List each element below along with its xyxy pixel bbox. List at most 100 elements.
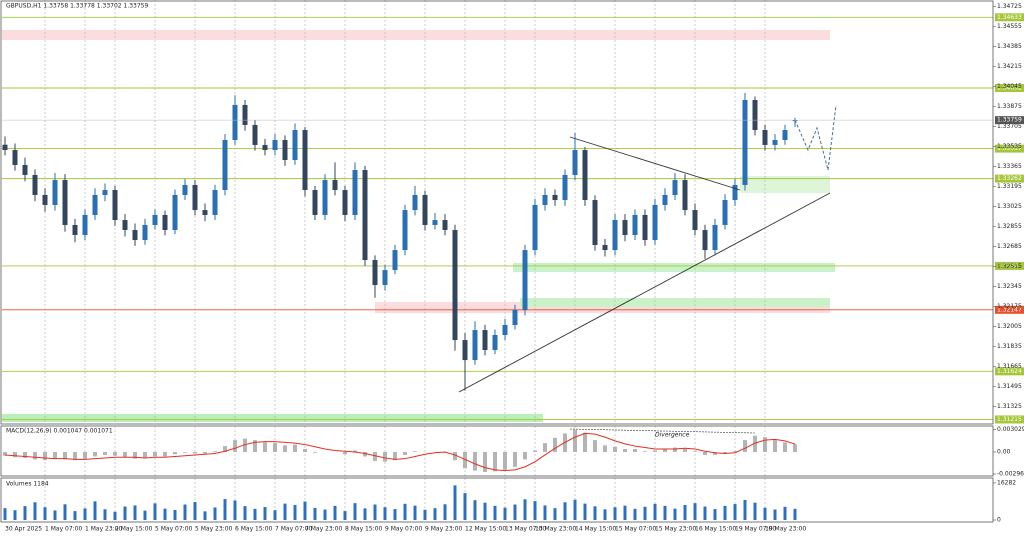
macd-bar xyxy=(263,442,267,452)
level-tag xyxy=(995,261,1024,270)
candle-body xyxy=(512,310,518,325)
volume-bar xyxy=(243,506,247,520)
candle-body xyxy=(522,250,528,311)
volume-bar xyxy=(153,503,157,520)
candle-body xyxy=(122,220,128,231)
level-label: 1.32147 xyxy=(997,306,1022,313)
candle-body xyxy=(82,214,88,235)
volume-bar xyxy=(253,508,257,520)
y-tick-label: 1.33025 xyxy=(997,203,1022,210)
candle-body xyxy=(442,220,448,231)
y-tick-label: 1.34385 xyxy=(997,43,1022,50)
x-tick-label: 19 May 23:00 xyxy=(765,526,806,533)
y-tick-label: 1.32855 xyxy=(997,223,1022,230)
candle-body xyxy=(192,184,198,211)
volume-bar xyxy=(273,510,277,520)
volume-bar xyxy=(83,508,87,520)
level-label: 1.34633 xyxy=(997,14,1022,21)
macd-bar xyxy=(133,452,137,459)
candle-body xyxy=(702,230,708,251)
candle-body xyxy=(592,200,598,245)
y-tick-label: 1.33705 xyxy=(997,123,1022,130)
volume-bar xyxy=(333,505,337,520)
candle-body xyxy=(32,174,38,195)
macd-bar xyxy=(113,452,117,456)
macd-bar xyxy=(413,451,417,452)
macd-bar xyxy=(353,450,357,452)
volume-bar xyxy=(423,509,427,520)
supply-zone xyxy=(2,30,830,40)
volume-bar xyxy=(653,503,657,520)
volume-bar xyxy=(683,504,687,520)
x-tick-label: 7 May 23:00 xyxy=(305,526,343,533)
macd-bar xyxy=(103,452,107,455)
candle-body xyxy=(642,214,648,241)
candle-body xyxy=(382,270,388,285)
level-label: 1.34032 xyxy=(997,85,1022,92)
candle-body xyxy=(732,184,738,201)
candle-body xyxy=(652,204,658,241)
candle-body xyxy=(572,150,578,175)
volume-bar xyxy=(373,504,377,520)
macd-bar xyxy=(63,452,67,460)
volume-bar xyxy=(673,508,677,520)
y-tick-label: 1.33195 xyxy=(997,183,1022,190)
supply-zone xyxy=(375,302,830,313)
candle-body xyxy=(72,224,78,235)
macd-bar xyxy=(683,449,687,452)
macd-bar xyxy=(783,442,787,452)
y-tick-label: 0.003029 xyxy=(997,426,1024,433)
x-tick-label: 6 May 15:00 xyxy=(235,526,273,533)
macd-bar xyxy=(73,452,77,461)
macd-bar xyxy=(233,440,237,452)
x-tick-label: 5 May 07:00 xyxy=(155,526,193,533)
volume-label: Volumes 1184 xyxy=(6,481,49,488)
candle-body xyxy=(462,340,468,361)
macd-bar xyxy=(243,438,247,452)
volume-bar xyxy=(13,510,17,520)
y-tick-label: 1.32515 xyxy=(997,263,1022,270)
macd-bar xyxy=(363,452,367,457)
candle-body xyxy=(342,190,348,215)
macd-signal xyxy=(4,432,796,472)
y-tick-label: 1.31325 xyxy=(997,403,1022,410)
volume-bar xyxy=(543,505,547,520)
volume-bar xyxy=(123,506,127,520)
macd-bar xyxy=(693,451,697,452)
candle-body xyxy=(762,130,768,145)
candle-body xyxy=(542,194,548,205)
macd-bar xyxy=(543,443,547,452)
candle-body xyxy=(632,214,638,235)
volume-bar xyxy=(303,501,307,520)
y-tick-label: 1.31665 xyxy=(997,363,1022,370)
macd-bar xyxy=(153,452,157,457)
y-tick-label: 1.31835 xyxy=(997,343,1022,350)
level-tag xyxy=(995,367,1024,376)
volume-bar xyxy=(663,505,667,520)
x-tick-label: 13 May 07:00 xyxy=(505,526,546,533)
candle-body xyxy=(322,180,328,215)
macd-bar xyxy=(773,440,777,452)
y-tick-label: 0 xyxy=(997,517,1001,524)
level-tag xyxy=(995,174,1024,183)
volume-bar xyxy=(203,511,207,520)
macd-bar xyxy=(523,452,527,460)
volume-bar xyxy=(213,507,217,520)
volume-bar xyxy=(603,509,607,520)
macd-bar xyxy=(253,440,257,452)
candle-body xyxy=(232,104,238,141)
volume-bar xyxy=(193,502,197,520)
volume-bar xyxy=(393,509,397,520)
candle-body xyxy=(202,210,208,215)
macd-bar xyxy=(653,450,657,452)
candle-body xyxy=(582,150,588,201)
macd-bar xyxy=(623,449,627,452)
volume-bar xyxy=(33,502,37,520)
candle-body xyxy=(782,130,788,141)
candle-body xyxy=(272,140,278,151)
volume-bar xyxy=(43,507,47,520)
macd-bar xyxy=(383,452,387,462)
volume-bar xyxy=(223,499,227,520)
candle-body xyxy=(42,194,48,205)
